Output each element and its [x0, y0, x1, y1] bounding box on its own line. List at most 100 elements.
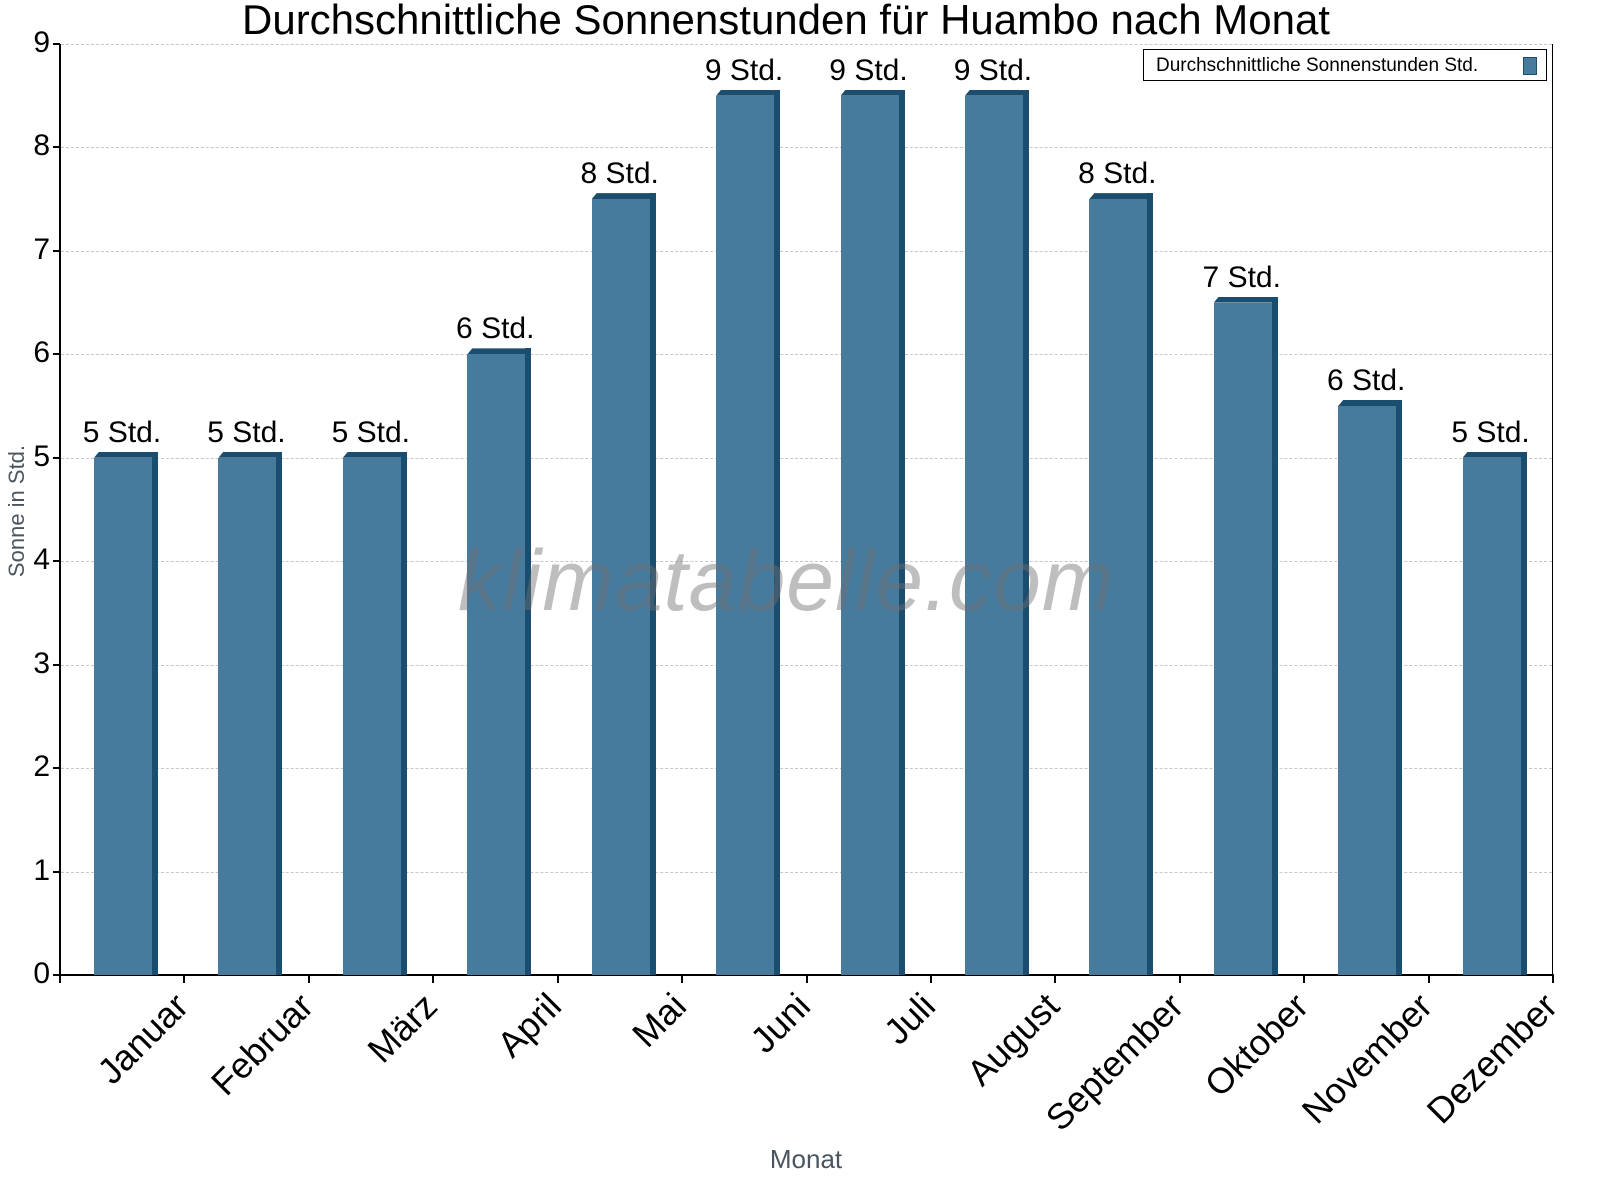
bar-value-label: 9 Std.	[953, 53, 1033, 87]
bar-april[interactable]	[467, 348, 532, 975]
bar-top	[1462, 451, 1527, 458]
bar-november[interactable]	[1338, 400, 1403, 975]
x-tick-label: Mai	[623, 985, 694, 1056]
x-tick-label: Februar	[202, 985, 321, 1104]
y-tick	[53, 353, 60, 356]
bar-mai[interactable]	[591, 193, 656, 975]
bar-front	[94, 457, 152, 975]
bar-oktober[interactable]	[1213, 296, 1278, 975]
x-tick	[681, 975, 684, 983]
x-tick-label: Oktober	[1196, 985, 1316, 1105]
x-tick	[929, 975, 932, 983]
bar-juni[interactable]	[716, 89, 781, 975]
bar-dezember[interactable]	[1462, 451, 1527, 975]
bar-side	[1396, 400, 1403, 975]
y-tick	[53, 870, 60, 873]
x-tick	[1054, 975, 1057, 983]
bar-value-label: 9 Std.	[829, 53, 908, 87]
bar-side	[1147, 193, 1154, 975]
bar-side	[525, 348, 532, 975]
bar-value-label: 5 Std.	[82, 415, 162, 449]
y-axis-line	[59, 44, 61, 976]
bar-juli[interactable]	[840, 89, 905, 975]
bar-top	[1338, 400, 1403, 407]
y-tick-label: 8	[33, 129, 50, 163]
x-tick	[1178, 975, 1181, 983]
plot-right-border	[1552, 44, 1553, 975]
bar-top	[964, 89, 1029, 96]
bar-top	[840, 89, 905, 96]
x-tick	[1552, 975, 1554, 983]
y-tick-label: 1	[33, 853, 50, 887]
x-tick-label: August	[958, 985, 1068, 1094]
x-axis-title: Monat	[769, 1144, 843, 1174]
bar-value-label: 5 Std.	[1451, 415, 1530, 449]
x-tick	[556, 975, 559, 983]
x-tick-label: April	[489, 985, 570, 1065]
bar-value-label: 9 Std.	[704, 53, 784, 87]
x-tick-label: Januar	[89, 985, 197, 1092]
bar-februar[interactable]	[218, 451, 283, 975]
bar-top	[218, 451, 283, 458]
bar-value-label: 6 Std.	[1326, 364, 1406, 398]
y-tick-label: 5	[33, 439, 50, 473]
bar-august[interactable]	[964, 89, 1029, 975]
bar-value-label: 5 Std.	[331, 415, 411, 449]
bar-front	[467, 354, 526, 975]
gridline	[61, 768, 1552, 770]
bar-märz[interactable]	[342, 451, 407, 975]
y-tick-label: 0	[33, 957, 50, 990]
y-tick	[53, 249, 60, 252]
bar-september[interactable]	[1089, 193, 1154, 975]
bar-side	[774, 89, 781, 975]
gridline	[61, 354, 1552, 356]
bar-value-label: 8 Std.	[580, 157, 659, 191]
x-axis-line	[59, 974, 1554, 976]
x-tick	[1303, 975, 1306, 983]
gridline	[61, 871, 1552, 873]
x-tick	[307, 975, 310, 983]
bar-top	[467, 348, 532, 355]
gridline	[61, 250, 1552, 252]
bar-front	[1462, 457, 1521, 975]
bar-januar[interactable]	[94, 451, 158, 975]
bar-value-label: 5 Std.	[207, 415, 286, 449]
bar-top	[591, 193, 656, 200]
gridline	[61, 457, 1552, 459]
y-tick	[53, 146, 60, 149]
gridline	[61, 561, 1552, 563]
watermark: klimatabelle.com	[458, 533, 1115, 629]
bar-side	[898, 89, 905, 975]
bar-value-label: 6 Std.	[456, 312, 535, 346]
bar-side	[1022, 89, 1029, 975]
legend-swatch-icon	[1523, 57, 1537, 75]
bar-side	[400, 451, 407, 975]
y-tick	[53, 456, 60, 459]
bar-front	[840, 95, 899, 975]
bar-front	[342, 457, 401, 975]
y-tick	[53, 663, 60, 666]
y-tick	[53, 43, 60, 45]
bar-top	[716, 89, 781, 96]
bar-front	[591, 199, 650, 975]
y-tick-label: 4	[33, 543, 50, 577]
x-tick	[805, 975, 808, 983]
y-tick-label: 3	[33, 646, 50, 680]
bar-value-label: 7 Std.	[1202, 260, 1281, 294]
x-tick-label: März	[359, 985, 446, 1071]
bar-side	[152, 451, 158, 975]
chart-title: Durchschnittliche Sonnenstunden für Huam…	[242, 0, 1330, 43]
bar-side	[1520, 451, 1527, 975]
y-tick	[53, 767, 60, 770]
y-tick-label: 9	[33, 26, 50, 59]
bar-front	[716, 95, 775, 975]
bar-side	[1271, 296, 1278, 975]
x-tick-label: Juli	[875, 985, 943, 1053]
bar-front	[1089, 199, 1148, 975]
x-tick	[59, 975, 61, 983]
y-tick	[53, 560, 60, 563]
gridline	[61, 147, 1552, 149]
x-tick-label: Juni	[742, 985, 819, 1061]
y-axis-title: Sonne in Std.	[4, 444, 29, 578]
gridline	[61, 664, 1552, 666]
